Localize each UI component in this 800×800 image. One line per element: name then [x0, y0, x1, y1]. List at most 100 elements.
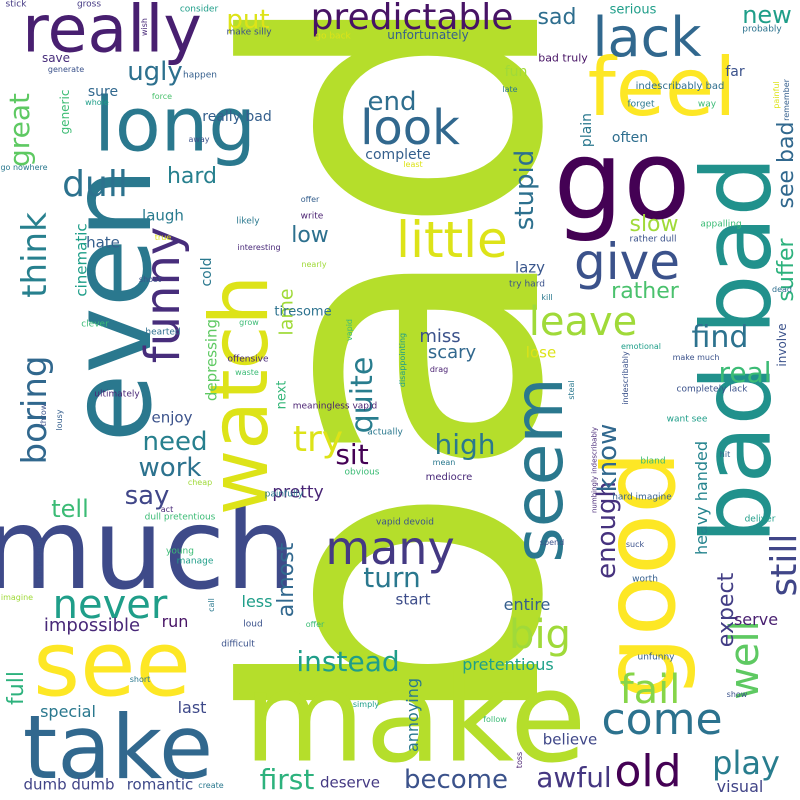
word-wish: wish	[140, 17, 149, 37]
word-remember: remember	[782, 79, 791, 121]
word-sit: sit	[335, 438, 369, 471]
word-act: act	[160, 505, 174, 514]
word-serve: serve	[733, 610, 779, 629]
word-see: see	[33, 612, 191, 717]
word-ultimately: ultimately	[94, 389, 140, 400]
word-awful: awful	[536, 761, 612, 794]
word-force: force	[151, 92, 173, 101]
word-dumb-dumb: dumb dumb	[23, 775, 115, 794]
word-create: create	[198, 781, 224, 790]
word-fun: fun	[504, 64, 528, 80]
word-see-bad: see bad	[774, 121, 799, 209]
word-show: show	[726, 690, 748, 699]
word-plain: plain	[579, 112, 595, 148]
word-vapid: vapid	[345, 318, 354, 342]
word-heavy-handed: heavy handed	[692, 440, 711, 556]
word-pretty: pretty	[272, 482, 324, 503]
word-painfully: painfully	[264, 489, 304, 500]
word-make: make	[243, 645, 587, 791]
word-turn: turn	[363, 561, 421, 594]
word-unfortunately: unfortunately	[387, 28, 469, 42]
word-way: way	[697, 99, 717, 110]
word-vapid-devoid: vapid devoid	[376, 517, 434, 528]
word-feel: feel	[587, 41, 737, 134]
word-predictable: predictable	[310, 0, 514, 38]
word-whole: whole	[85, 98, 109, 107]
word-real: real	[718, 356, 772, 389]
word-run: run	[161, 612, 189, 631]
word-cheap: cheap	[187, 478, 213, 487]
word-think: think	[15, 212, 55, 298]
word-funny: funny	[135, 226, 191, 364]
word-steal: steal	[567, 380, 576, 400]
word-gross: gross	[76, 0, 102, 10]
word-make-much: make much	[672, 353, 720, 362]
word-obvious: obvious	[344, 467, 380, 478]
word-offer-2: offer	[305, 620, 325, 629]
word-dead: dead	[772, 285, 792, 294]
word-least: least	[403, 160, 423, 169]
word-depressing: depressing	[202, 318, 221, 402]
word-bad-truly: bad truly	[538, 51, 588, 65]
word-mediocre: mediocre	[425, 472, 473, 483]
word-big: big	[509, 612, 571, 658]
word-painful: painful	[772, 81, 781, 109]
word-write: write	[300, 211, 324, 222]
word-seem: seem	[500, 377, 579, 563]
word-offensive: offensive	[227, 354, 269, 365]
word-suck: suck	[625, 540, 645, 549]
word-throw: throw	[39, 403, 48, 427]
word-manage: manage	[176, 556, 214, 567]
word-loud: loud	[243, 619, 263, 630]
word-little: little	[396, 211, 508, 269]
word-less: less	[241, 592, 273, 611]
word-much: much	[0, 485, 297, 615]
word-pretentious: pretentious	[462, 655, 554, 674]
word-clever: clever	[81, 319, 109, 330]
word-romantic: romantic	[126, 775, 194, 794]
word-low: low	[291, 223, 329, 248]
word-impossible: impossible	[43, 615, 141, 636]
word-rather-dull: rather dull	[629, 234, 677, 245]
word-believe: believe	[542, 730, 598, 749]
word-really: really	[22, 0, 202, 68]
word-lousy: lousy	[55, 409, 64, 431]
word-visual: visual	[716, 777, 764, 796]
word-involve: involve	[775, 323, 789, 367]
word-completely-lack: completely lack	[676, 384, 748, 395]
word-short: short	[129, 675, 151, 684]
word-consider: consider	[179, 4, 219, 15]
word-nearly: nearly	[301, 260, 327, 269]
word-many: many	[325, 521, 455, 575]
word-entire: entire	[503, 595, 551, 614]
word-enjoy: enjoy	[151, 408, 193, 427]
word-rather: rather	[611, 279, 679, 304]
word-miss: miss	[419, 326, 461, 347]
word-simply: simply	[352, 700, 380, 709]
word-quite: quite	[345, 356, 380, 434]
word-mean: mean	[432, 458, 456, 467]
word-serious: serious	[609, 2, 657, 18]
word-dull-pretentious: dull pretentious	[144, 512, 216, 523]
word-instead: instead	[296, 645, 400, 678]
word-kill: kill	[541, 293, 553, 302]
word-take: take	[22, 696, 214, 799]
word-work: work	[138, 453, 202, 483]
word-young: young	[166, 546, 194, 557]
word-waste: waste	[235, 368, 259, 377]
word-toss: toss	[515, 751, 524, 769]
word-generic: generic	[58, 89, 72, 135]
word-fail: fail	[619, 667, 681, 713]
word-find: find	[691, 320, 749, 355]
word-want-see: want see	[666, 414, 708, 425]
word-great: great	[3, 92, 36, 168]
word-know: know	[593, 423, 623, 493]
word-deserve: deserve	[319, 773, 381, 792]
word-true: true	[154, 233, 172, 242]
word-leave: leave	[528, 299, 638, 345]
word-try: try	[292, 419, 344, 460]
word-bland: bland	[640, 456, 666, 467]
word-play: play	[712, 744, 780, 782]
word-put: put	[226, 5, 270, 35]
